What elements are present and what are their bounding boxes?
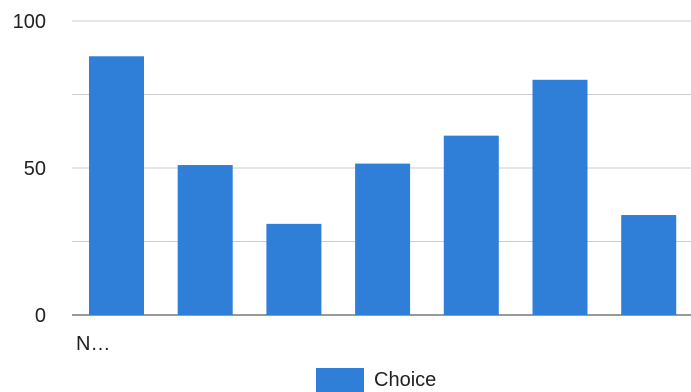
bar (532, 79, 588, 315)
bar (266, 223, 322, 315)
y-tick-label: 0 (35, 305, 46, 327)
bar (177, 165, 233, 315)
y-axis-ticks: 0 50 100 (13, 11, 46, 327)
bar-series (89, 56, 677, 315)
y-tick-label: 100 (13, 11, 46, 33)
legend-swatch (316, 368, 364, 392)
bar (89, 56, 144, 315)
bar (355, 163, 411, 315)
bar (621, 215, 677, 315)
legend-label: Choice (374, 369, 437, 391)
legend: Choice (316, 368, 436, 392)
x-category-label: N… (76, 333, 110, 355)
x-axis-labels: N… (76, 333, 110, 355)
bar (443, 135, 499, 315)
y-tick-label: 50 (24, 158, 46, 180)
